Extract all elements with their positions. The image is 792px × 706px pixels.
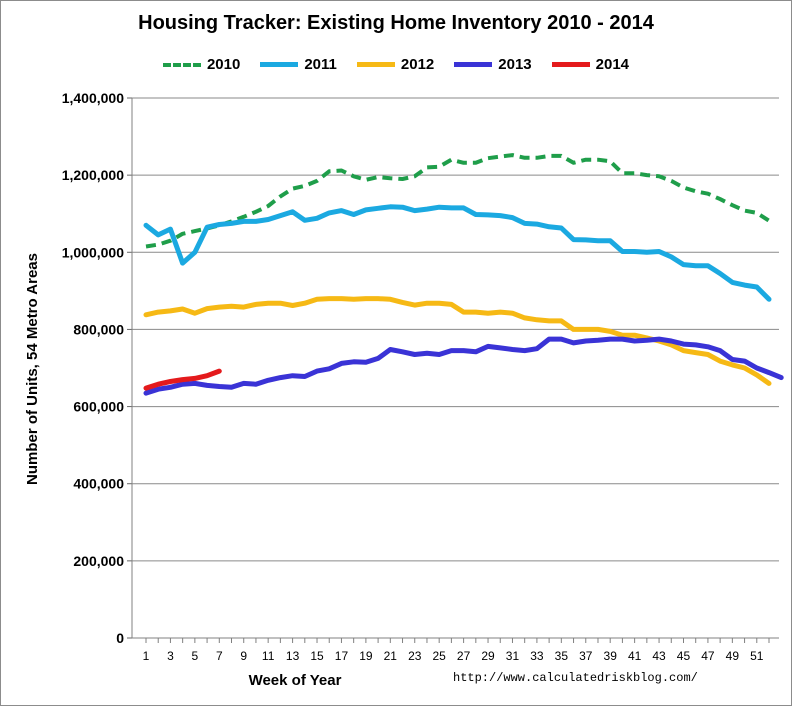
legend-item-2012: 2012 — [356, 56, 435, 73]
x-tick-label: 21 — [384, 649, 398, 663]
x-tick-label: 5 — [192, 649, 199, 663]
x-tick-label: 31 — [506, 649, 520, 663]
series-line-2013 — [143, 336, 784, 396]
x-tick-label: 23 — [408, 649, 422, 663]
legend-swatch-2011 — [260, 62, 299, 67]
x-tick-label: 35 — [555, 649, 569, 663]
x-axis-label: Week of Year — [249, 672, 342, 689]
x-tick-label: 51 — [750, 649, 764, 663]
legend-swatch-2014 — [551, 62, 590, 67]
x-tick-label: 11 — [262, 649, 275, 663]
series-line-2011 — [143, 204, 772, 302]
y-tick-label: 0 — [116, 630, 124, 646]
x-tick-label: 13 — [286, 649, 300, 663]
legend-swatch-2010 — [162, 62, 201, 67]
legend-label: 2011 — [304, 56, 337, 73]
x-tick-label: 39 — [604, 649, 618, 663]
y-tick-label: 200,000 — [73, 553, 124, 569]
x-tick-label: 47 — [701, 649, 715, 663]
legend: 2010 2011 2012 2013 2014 — [1, 56, 791, 73]
y-tick-label: 1,400,000 — [62, 90, 124, 106]
x-tick-label: 3 — [167, 649, 174, 663]
x-tick-label: 15 — [310, 649, 324, 663]
x-tick-label: 9 — [240, 649, 247, 663]
x-tick-label: 29 — [481, 649, 495, 663]
series-lines — [143, 153, 784, 396]
legend-label: 2010 — [206, 56, 241, 73]
axes: 0 200,000 400,000 600,000 800,000 1,000,000 1,… — [62, 90, 779, 663]
y-tick-label: 1,200,000 — [62, 167, 124, 183]
x-tick-label: 45 — [677, 649, 691, 663]
x-tick-label: 27 — [457, 649, 471, 663]
x-tick-label: 25 — [432, 649, 446, 663]
x-tick-label: 7 — [216, 649, 223, 663]
series-line-2012 — [143, 296, 772, 386]
gridlines — [132, 97, 779, 639]
y-tick-label: 1,000,000 — [62, 244, 124, 260]
y-tick-label: 600,000 — [73, 399, 124, 415]
x-tick-label: 43 — [652, 649, 666, 663]
legend-item-2014: 2014 — [551, 56, 630, 73]
legend-label: 2013 — [498, 56, 532, 73]
legend-swatch-2012 — [356, 62, 395, 67]
legend-label: 2014 — [595, 56, 630, 73]
source-url[interactable]: http://www.calculatedriskblog.com/ — [453, 671, 698, 685]
y-tick-label: 400,000 — [73, 476, 124, 492]
y-axis-label: Number of Units, 54 Metro Areas — [24, 253, 41, 485]
legend-swatch-2013 — [454, 62, 493, 67]
x-tick-label: 33 — [530, 649, 544, 663]
legend-item-2013: 2013 — [454, 56, 532, 73]
legend-item-2010: 2010 — [162, 56, 241, 73]
x-tick-label: 1 — [143, 649, 150, 663]
legend-item-2011: 2011 — [260, 56, 337, 73]
chart-title: Housing Tracker: Existing Home Inventory… — [138, 12, 654, 34]
x-tick-label: 17 — [335, 649, 349, 663]
series-line-2010 — [145, 153, 771, 249]
y-tick-label: 800,000 — [73, 321, 124, 337]
x-tick-label: 37 — [579, 649, 593, 663]
x-tick-label: 41 — [628, 649, 642, 663]
legend-label: 2012 — [400, 56, 435, 73]
x-tick-label: 19 — [359, 649, 373, 663]
x-tick-label: 49 — [726, 649, 740, 663]
series-line-2014 — [143, 368, 222, 391]
